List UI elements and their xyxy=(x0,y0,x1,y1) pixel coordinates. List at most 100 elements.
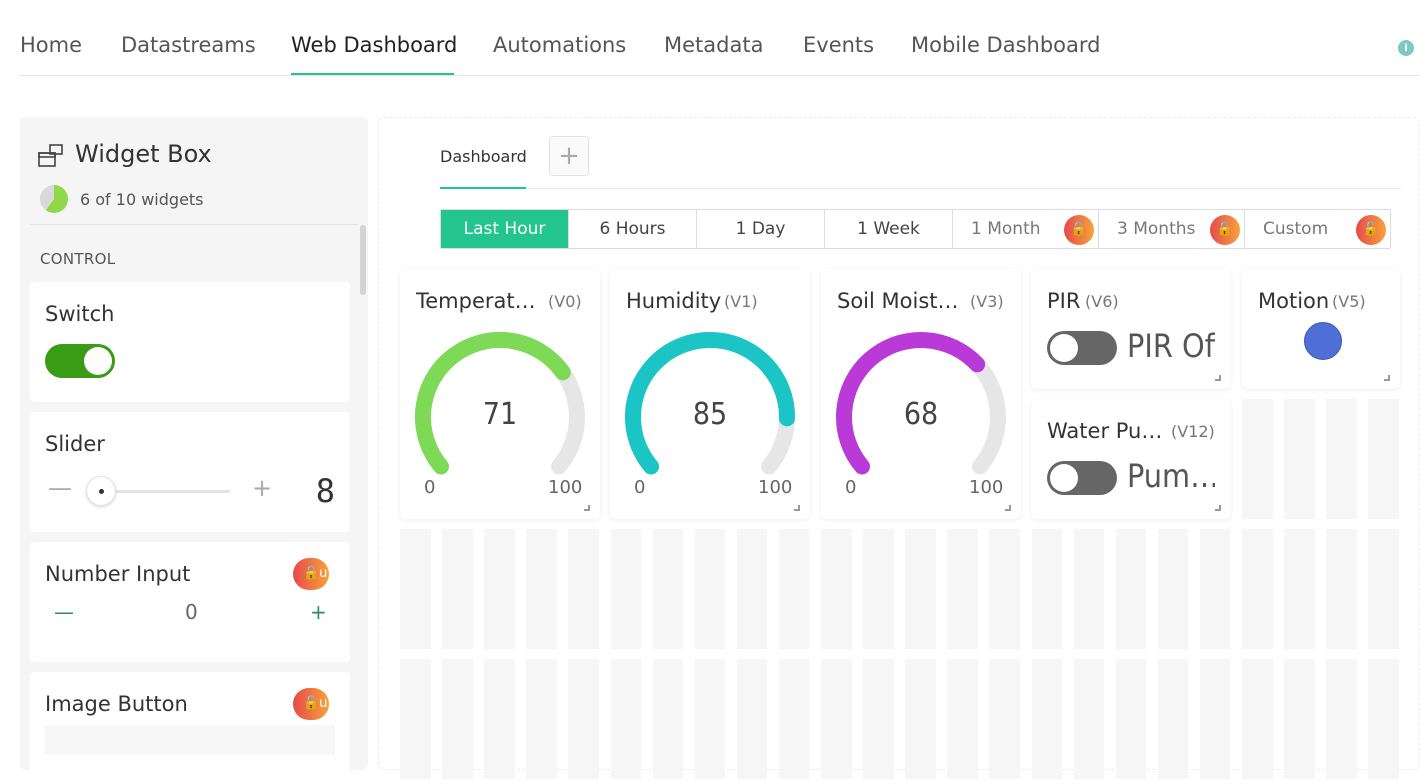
gauge-widget-soil-moisture[interactable]: Soil Moist… (V3) 68 0 100 xyxy=(821,269,1021,519)
divider xyxy=(30,224,358,225)
active-tab-underline xyxy=(291,73,454,75)
info-icon[interactable]: i xyxy=(1398,40,1414,56)
range-6-hours[interactable]: 6 Hours xyxy=(569,210,697,248)
grid-cell xyxy=(905,659,936,779)
grid-cell xyxy=(1368,529,1399,649)
switch-widget-pir[interactable]: PIR (V6) PIR Off xyxy=(1031,269,1231,389)
widget-pin: (V1) xyxy=(724,292,758,311)
grid-cell xyxy=(1031,529,1062,649)
lock-icon: 🔓 xyxy=(1064,215,1094,245)
tab-web-dashboard[interactable]: Web Dashboard xyxy=(291,33,458,57)
grid-cell xyxy=(568,529,599,649)
tab-metadata[interactable]: Metadata xyxy=(664,33,764,57)
widget-slider[interactable]: Slider — + 8 xyxy=(30,412,350,532)
widget-title: PIR xyxy=(1047,289,1081,313)
widget-title: Humidity xyxy=(626,289,722,313)
grid-cell xyxy=(905,529,936,649)
resize-handle-icon[interactable] xyxy=(1215,505,1221,511)
upgrade-lock-icon[interactable]: 🔓u xyxy=(293,688,329,720)
upgrade-lock-icon[interactable]: 🔓u xyxy=(293,558,329,590)
grid-cell xyxy=(484,529,515,649)
resize-handle-icon[interactable] xyxy=(1005,505,1011,511)
grid-cell xyxy=(1242,399,1273,519)
gauge-value: 68 xyxy=(903,397,939,432)
widget-pin: (V0) xyxy=(548,292,582,311)
widget-pin: (V12) xyxy=(1171,422,1215,441)
motion-led-indicator xyxy=(1304,322,1342,360)
tab-mobile-dashboard[interactable]: Mobile Dashboard xyxy=(911,33,1101,57)
widget-label: Image Button xyxy=(45,692,188,716)
widget-number-input[interactable]: Number Input 🔓u — 0 + xyxy=(30,542,350,662)
range-last-hour[interactable]: Last Hour xyxy=(441,210,569,248)
switch-widget-water-pump[interactable]: Water Pu… (V12) Pum… xyxy=(1031,399,1231,519)
grid-cell xyxy=(652,529,684,649)
grid-cell xyxy=(694,529,726,649)
grid-cell xyxy=(778,529,810,649)
gauge-arc xyxy=(625,332,795,475)
widget-title: Temperat… xyxy=(416,289,536,313)
tab-events[interactable]: Events xyxy=(803,33,875,57)
led-widget-motion[interactable]: Motion (V5) xyxy=(1242,269,1400,389)
gauge-arc xyxy=(414,331,585,475)
slider-plus-icon: + xyxy=(252,474,273,502)
gauge-widget-temperature[interactable]: Temperat… (V0) 71 0 100 xyxy=(400,269,600,519)
grid-cell xyxy=(610,529,641,649)
grid-cell xyxy=(736,659,768,779)
grid-cell xyxy=(1073,659,1105,779)
grid-cell xyxy=(821,659,852,779)
grid-cell xyxy=(1326,529,1357,649)
grid-cell xyxy=(1157,529,1189,649)
switch-state-label: PIR Off xyxy=(1127,327,1215,365)
range-1-week[interactable]: 1 Week xyxy=(825,210,953,248)
tab-datastreams[interactable]: Datastreams xyxy=(121,33,256,57)
grid-cell xyxy=(1115,659,1147,779)
grid-cell xyxy=(568,659,599,779)
section-label-control: CONTROL xyxy=(40,250,116,268)
sidebar-scrollbar[interactable] xyxy=(360,225,366,295)
widget-title: Soil Moist… xyxy=(837,289,959,313)
grid-cell xyxy=(1115,529,1147,649)
grid-cell xyxy=(863,529,894,649)
widget-switch[interactable]: Switch xyxy=(30,282,350,402)
range-1-day[interactable]: 1 Day xyxy=(697,210,825,248)
resize-handle-icon[interactable] xyxy=(794,505,800,511)
grid-cell xyxy=(1326,659,1357,779)
widget-title: Water Pu… xyxy=(1047,419,1163,443)
gauge-widget-humidity[interactable]: Humidity (V1) 85 0 100 xyxy=(610,269,810,519)
resize-handle-icon[interactable] xyxy=(1384,375,1390,381)
range-label: Custom xyxy=(1263,219,1329,239)
gauge-max: 100 xyxy=(548,477,583,498)
number-value: 0 xyxy=(185,600,198,624)
range-3-months[interactable]: 3 Months 🔓 xyxy=(1099,210,1245,248)
range-custom[interactable]: Custom 🔓 xyxy=(1245,210,1390,248)
resize-handle-icon[interactable] xyxy=(1215,375,1221,381)
switch-state-label: Pum… xyxy=(1127,457,1215,495)
slider-minus-icon: — xyxy=(48,474,72,502)
grid-cell xyxy=(1242,529,1273,649)
grid-cell xyxy=(989,659,1020,779)
dashboard-tab[interactable]: Dashboard xyxy=(440,147,527,166)
grid-cell xyxy=(1368,399,1399,519)
pump-toggle[interactable] xyxy=(1047,461,1117,495)
grid-cell xyxy=(526,529,557,649)
resize-handle-icon[interactable] xyxy=(584,505,590,511)
widget-box-sidebar: Widget Box 6 of 10 widgets CONTROL Switc… xyxy=(20,117,368,770)
widget-usage-pie-icon xyxy=(40,185,68,213)
gauge-arc xyxy=(836,332,1006,475)
gauge-min: 0 xyxy=(424,477,436,498)
tab-home[interactable]: Home xyxy=(20,33,83,57)
pir-toggle[interactable] xyxy=(1047,331,1117,365)
gauge-min: 0 xyxy=(634,477,646,498)
grid-cell xyxy=(736,529,768,649)
widget-count: 6 of 10 widgets xyxy=(80,190,204,209)
widget-box-icon xyxy=(38,144,63,167)
gauge-max: 100 xyxy=(758,477,793,498)
range-1-month[interactable]: 1 Month 🔓 xyxy=(953,210,1099,248)
gauge-value: 71 xyxy=(482,397,518,432)
add-tab-button[interactable]: + xyxy=(549,136,589,176)
widget-image-button[interactable]: Image Button 🔓u xyxy=(30,672,350,770)
lock-icon: 🔓 xyxy=(1210,215,1240,245)
grid-cell xyxy=(1199,529,1231,649)
widget-pin: (V3) xyxy=(970,292,1004,311)
tab-automations[interactable]: Automations xyxy=(493,33,627,57)
